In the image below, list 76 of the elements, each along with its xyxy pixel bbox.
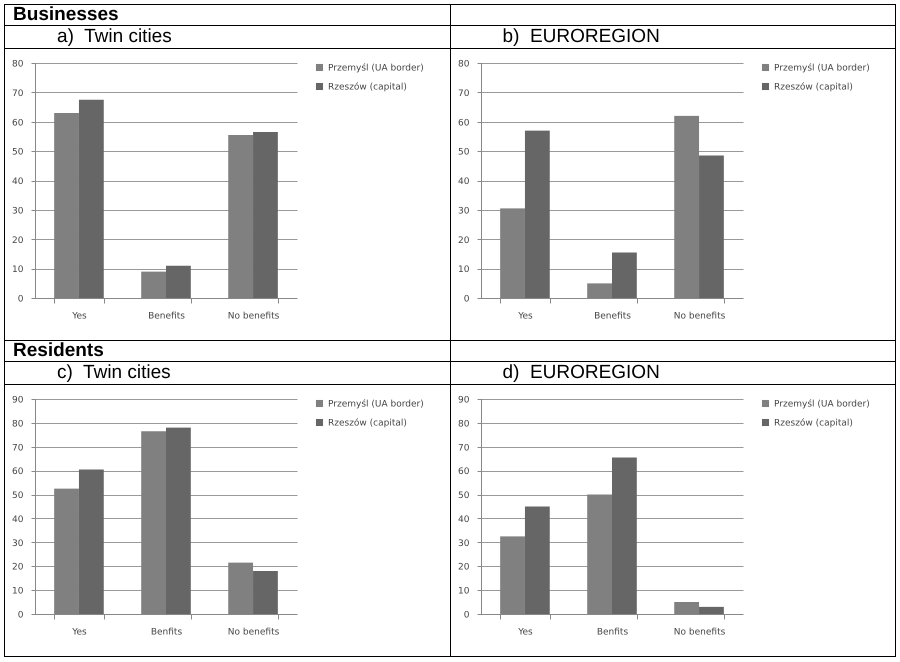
y-tick-label: 40 (12, 177, 24, 187)
y-tick-label: 20 (12, 236, 24, 246)
y-tick-label: 0 (18, 294, 24, 304)
y-tick-label: 30 (458, 206, 470, 216)
y-tick-label: 60 (12, 467, 24, 478)
y-tick-label: 50 (458, 491, 470, 502)
y-tick-label: 70 (12, 88, 24, 99)
bar (78, 100, 104, 298)
y-tick-label: 70 (458, 88, 470, 99)
y-tick-label: 0 (18, 610, 24, 620)
y-tick-label: 70 (458, 443, 470, 454)
legend-label: Rzeszów (capital) (328, 82, 407, 92)
x-tick-label: Yes (516, 312, 533, 322)
x-tick-label: Yes (516, 628, 533, 638)
legend-label: Rzeszów (capital) (774, 82, 852, 92)
y-tick-label: 80 (12, 419, 24, 430)
legend-label: Przemyśl (UA border) (328, 398, 424, 410)
y-tick-label: 50 (458, 148, 470, 158)
legend-label: Rzeszów (capital) (328, 418, 407, 428)
y-tick-label: 10 (12, 265, 24, 276)
y-tick-label: 90 (12, 396, 24, 406)
y-tick-label: 70 (12, 443, 24, 454)
chart-title: b) EUROREGION (450, 26, 896, 48)
bar (612, 458, 636, 614)
bar (78, 469, 104, 614)
y-tick-label: 60 (458, 467, 470, 478)
y-tick-label: 30 (12, 538, 24, 549)
x-tick-label: No benefits (228, 312, 280, 322)
y-tick-label: 40 (458, 177, 470, 187)
y-tick-label: 80 (12, 60, 24, 70)
y-tick-label: 80 (458, 419, 470, 430)
chart-title: a) Twin cities (4, 26, 450, 48)
bar (698, 156, 724, 298)
y-tick-label: 30 (12, 206, 24, 216)
x-tick-label: Benfits (150, 628, 182, 638)
x-tick-label: Benfits (596, 628, 628, 638)
y-tick-label: 50 (12, 491, 24, 502)
bar (524, 130, 550, 298)
y-tick-label: 50 (12, 148, 24, 158)
y-tick-label: 0 (463, 610, 470, 620)
legend-label: Przemyśl (UA border) (774, 62, 870, 74)
x-tick-label: Benefits (148, 312, 186, 322)
y-tick-label: 10 (458, 265, 470, 276)
bar (612, 252, 636, 298)
y-tick-label: 20 (458, 236, 470, 246)
y-tick-label: 90 (458, 396, 470, 406)
y-tick-label: 0 (463, 294, 470, 304)
y-tick-label: 30 (458, 538, 470, 549)
y-tick-label: 80 (458, 60, 470, 70)
bar (253, 571, 278, 614)
x-tick-label: Benefits (594, 312, 631, 322)
x-tick-label: No benefits (673, 628, 726, 638)
y-tick-label: 60 (458, 118, 470, 128)
chart-title: d) EUROREGION (450, 362, 896, 384)
y-tick-label: 10 (12, 586, 24, 597)
bar (524, 506, 550, 614)
legend-label: Przemyśl (UA border) (774, 398, 870, 410)
legend-label: Przemyśl (UA border) (328, 62, 424, 74)
y-tick-label: 10 (458, 586, 470, 597)
bar (698, 606, 724, 614)
y-tick-label: 20 (458, 562, 470, 573)
bar (166, 428, 191, 614)
text: Residents (4, 340, 450, 362)
bar (253, 132, 278, 298)
bar (166, 266, 191, 298)
x-tick-label: Yes (71, 312, 88, 322)
y-tick-label: 40 (458, 514, 470, 525)
x-tick-label: No benefits (228, 628, 280, 638)
y-tick-label: 40 (12, 514, 24, 525)
chart-title: c) Twin cities (4, 362, 450, 384)
x-tick-label: No benefits (673, 312, 726, 322)
y-tick-label: 20 (12, 562, 24, 573)
y-tick-label: 60 (12, 118, 24, 128)
text: Businesses (4, 4, 450, 26)
x-tick-label: Yes (71, 628, 88, 638)
legend-label: Rzeszów (capital) (774, 418, 852, 428)
